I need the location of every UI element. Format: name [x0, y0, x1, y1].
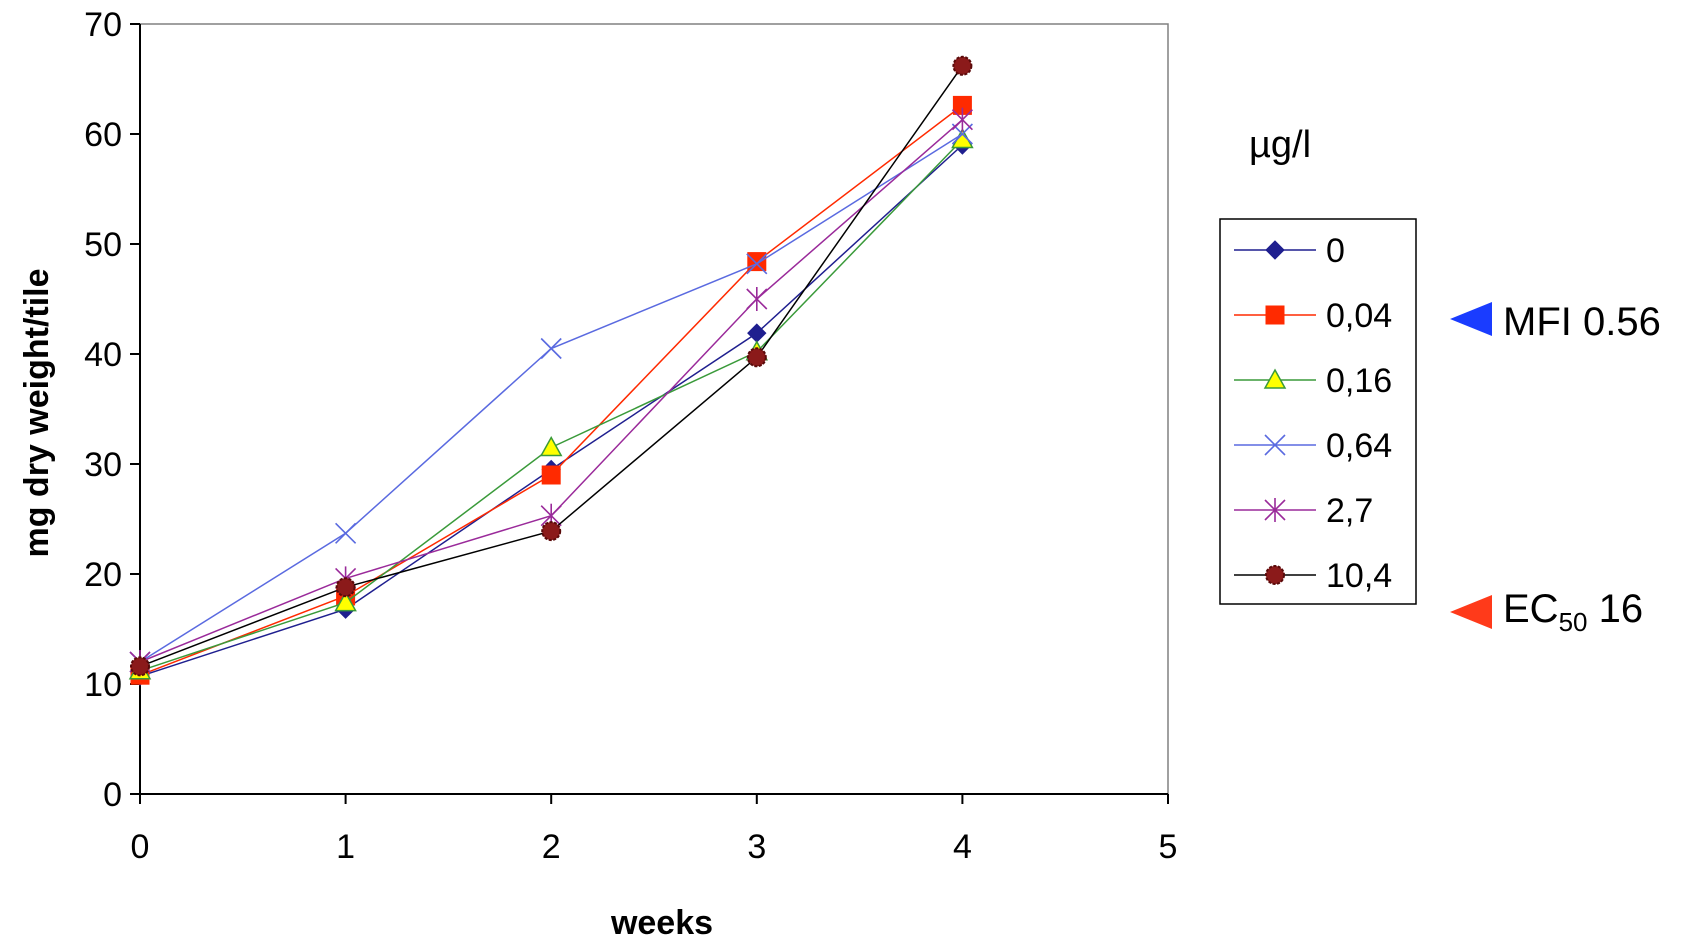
series-6	[131, 57, 971, 676]
y-tick-label: 30	[84, 446, 122, 484]
y-tick-label: 70	[84, 6, 122, 44]
data-point	[953, 57, 971, 75]
ec50-arrow-icon	[1450, 595, 1492, 629]
series-line	[140, 140, 962, 671]
x-tick-label: 0	[131, 828, 150, 866]
plot-area	[140, 24, 1168, 794]
data-point	[541, 339, 561, 359]
legend-label: 2,7	[1326, 492, 1373, 530]
legend-label: 0,64	[1326, 427, 1392, 465]
y-tick-label: 40	[84, 336, 122, 374]
x-tick-label: 1	[336, 828, 355, 866]
data-point	[337, 578, 355, 596]
x-tick-label: 2	[542, 828, 561, 866]
legend-label: 0,04	[1326, 297, 1392, 335]
y-axis: 0 10 20 30 40 50 60 70	[84, 6, 140, 814]
series-line	[140, 134, 962, 662]
y-tick-label: 20	[84, 556, 122, 594]
series-1	[131, 136, 971, 685]
y-tick-label: 50	[84, 226, 122, 264]
ec50-sub: 50	[1559, 607, 1588, 637]
x-axis-title: weeks	[610, 904, 713, 939]
legend-label: 10,4	[1326, 557, 1392, 595]
series-layer	[130, 57, 972, 686]
data-point	[542, 466, 560, 484]
series-line	[140, 145, 962, 676]
annotation-mfi: MFI 0.56	[1450, 300, 1661, 344]
ec50-main: EC	[1503, 587, 1559, 631]
legend-marker	[1266, 306, 1284, 324]
data-point	[542, 522, 560, 540]
legend-title: µg/l	[1249, 124, 1311, 166]
legend-box	[1220, 219, 1416, 604]
data-point	[131, 657, 149, 675]
data-point	[748, 253, 766, 271]
legend-label: 0,16	[1326, 362, 1392, 400]
series-3	[130, 130, 972, 679]
ec50-tail: 16	[1588, 587, 1644, 631]
mfi-label: MFI 0.56	[1503, 300, 1661, 344]
data-point	[336, 523, 356, 543]
y-tick-label: 60	[84, 116, 122, 154]
legend: 0 0,04 0,16 0,64 2,7 10,4	[1220, 219, 1416, 604]
series-line	[140, 120, 962, 662]
ec50-label: EC50 16	[1503, 587, 1643, 637]
x-tick-label: 5	[1159, 828, 1178, 866]
legend-marker	[1266, 566, 1284, 584]
legend-label: 0	[1326, 232, 1345, 270]
y-tick-label: 0	[103, 776, 122, 814]
mfi-arrow-icon	[1450, 302, 1492, 336]
series-4	[130, 124, 972, 672]
x-tick-label: 4	[953, 828, 972, 866]
series-2	[131, 96, 971, 684]
data-point	[541, 438, 561, 456]
plot-border	[140, 24, 1168, 794]
series-line	[140, 105, 962, 675]
data-point	[748, 348, 766, 366]
y-axis-title: mg dry weight/tile	[18, 268, 56, 557]
y-tick-label: 10	[84, 666, 122, 704]
x-tick-label: 3	[747, 828, 766, 866]
x-axis: 0 1 2 3 4 5	[131, 794, 1178, 866]
series-line	[140, 66, 962, 667]
annotation-ec50: EC50 16	[1450, 587, 1643, 637]
